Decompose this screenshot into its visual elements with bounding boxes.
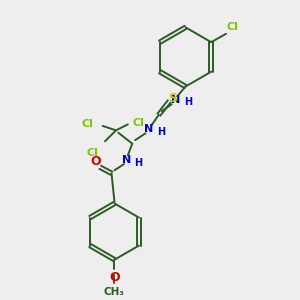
Text: O: O — [90, 155, 101, 168]
Text: N: N — [170, 95, 180, 105]
Text: H: H — [157, 127, 165, 137]
Text: H: H — [135, 158, 143, 168]
Text: N: N — [122, 155, 131, 165]
Text: O: O — [109, 271, 120, 284]
Text: CH₃: CH₃ — [104, 287, 125, 297]
Text: S: S — [168, 92, 177, 105]
Text: Cl: Cl — [86, 148, 98, 158]
Text: Cl: Cl — [82, 119, 94, 129]
Text: N: N — [144, 124, 153, 134]
Text: H: H — [184, 97, 192, 107]
Text: Cl: Cl — [132, 118, 144, 128]
Text: Cl: Cl — [226, 22, 238, 32]
